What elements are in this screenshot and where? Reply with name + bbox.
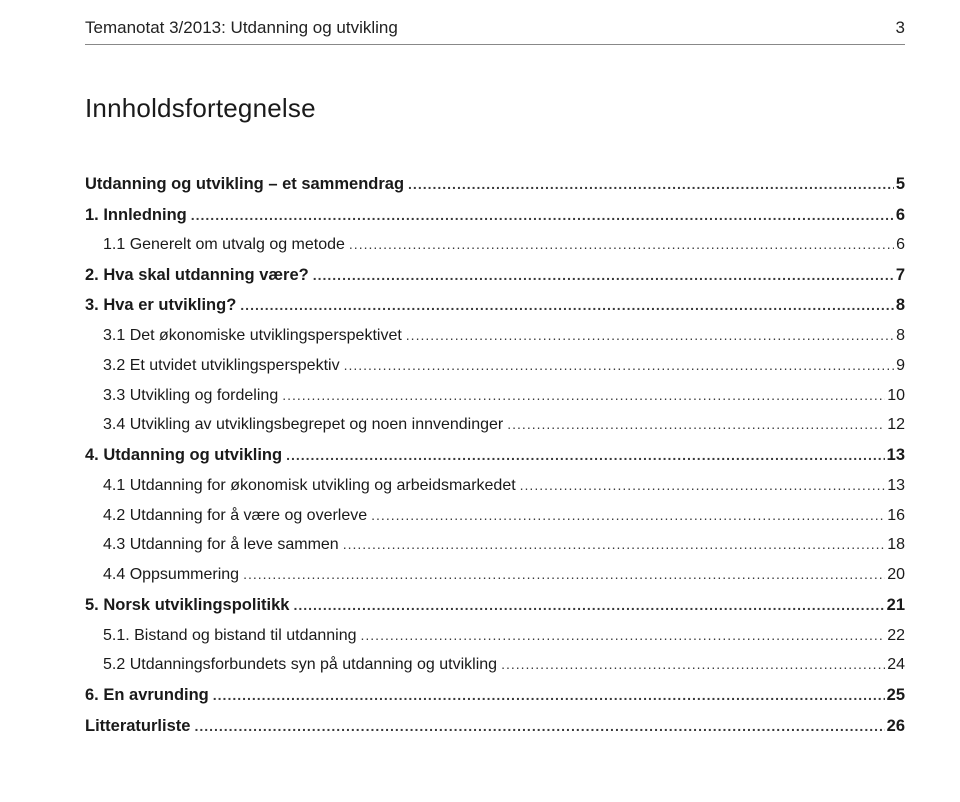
toc-leader-dots: ........................................… — [404, 174, 894, 196]
toc-entry-label: 2. Hva skal utdanning være? — [85, 263, 309, 289]
toc-heading: Innholdsfortegnelse — [85, 93, 905, 124]
toc-entry-label: 6. En avrunding — [85, 683, 209, 709]
toc-entry-page: 13 — [885, 474, 905, 499]
toc-entry-label: 3.2 Et utvidet utviklingsperspektiv — [103, 354, 340, 379]
toc-leader-dots: ........................................… — [357, 625, 886, 647]
toc-row: Litteraturliste.........................… — [85, 714, 905, 740]
toc-leader-dots: ........................................… — [239, 564, 885, 586]
toc-row: 5. Norsk utviklingspolitikk.............… — [85, 593, 905, 619]
toc-row: 2. Hva skal utdanning være?.............… — [85, 263, 905, 289]
toc-leader-dots: ........................................… — [282, 445, 885, 467]
toc-row: 4. Utdanning og utvikling...............… — [85, 443, 905, 469]
toc-leader-dots: ........................................… — [187, 205, 894, 227]
header-rule — [85, 44, 905, 45]
toc-entry-label: 4.4 Oppsummering — [103, 563, 239, 588]
toc-entry-page: 21 — [885, 593, 905, 619]
toc-leader-dots: ........................................… — [309, 265, 894, 287]
toc-row: 6. En avrunding.........................… — [85, 683, 905, 709]
toc-leader-dots: ........................................… — [503, 414, 885, 436]
toc-entry-label: 5. Norsk utviklingspolitikk — [85, 593, 289, 619]
toc-entry-label: 5.2 Utdanningsforbundets syn på utdannin… — [103, 653, 497, 678]
header-page-number: 3 — [896, 18, 905, 38]
toc-entry-label: Litteraturliste — [85, 714, 190, 740]
toc-leader-dots: ........................................… — [190, 716, 884, 738]
toc-entry-label: 5.1. Bistand og bistand til utdanning — [103, 624, 357, 649]
toc-leader-dots: ........................................… — [340, 355, 895, 377]
toc-entry-page: 16 — [885, 504, 905, 529]
toc-row: 5.2 Utdanningsforbundets syn på utdannin… — [85, 653, 905, 678]
toc-entry-page: 20 — [885, 563, 905, 588]
toc-entry-label: 3.3 Utvikling og fordeling — [103, 384, 278, 409]
toc-row: 3.2 Et utvidet utviklingsperspektiv.....… — [85, 354, 905, 379]
toc-entry-page: 6 — [894, 233, 905, 258]
toc-entry-label: 1. Innledning — [85, 203, 187, 229]
toc-entry-label: 3. Hva er utvikling? — [85, 293, 236, 319]
toc-row: 3.3 Utvikling og fordeling..............… — [85, 384, 905, 409]
toc-entry-page: 5 — [894, 172, 905, 198]
document-header: Temanotat 3/2013: Utdanning og utvikling… — [85, 18, 905, 44]
toc-entry-label: 4.2 Utdanning for å være og overleve — [103, 504, 367, 529]
toc-entry-label: Utdanning og utvikling – et sammendrag — [85, 172, 404, 198]
toc-leader-dots: ........................................… — [278, 385, 885, 407]
toc-entry-label: 1.1 Generelt om utvalg og metode — [103, 233, 345, 258]
header-title: Temanotat 3/2013: Utdanning og utvikling — [85, 18, 398, 38]
toc-row: 1. Innledning...........................… — [85, 203, 905, 229]
toc-entry-page: 18 — [885, 533, 905, 558]
toc-entry-page: 12 — [885, 413, 905, 438]
toc-entry-page: 9 — [894, 354, 905, 379]
toc-entry-label: 4.1 Utdanning for økonomisk utvikling og… — [103, 474, 516, 499]
toc-row: 3. Hva er utvikling?....................… — [85, 293, 905, 319]
toc-entry-page: 24 — [885, 653, 905, 678]
toc-entry-page: 13 — [885, 443, 905, 469]
toc-entry-label: 3.1 Det økonomiske utviklingsperspektive… — [103, 324, 402, 349]
toc-leader-dots: ........................................… — [497, 654, 885, 676]
toc-row: 1.1 Generelt om utvalg og metode........… — [85, 233, 905, 258]
toc-row: 4.4 Oppsummering........................… — [85, 563, 905, 588]
toc-leader-dots: ........................................… — [367, 505, 885, 527]
toc-entry-label: 4.3 Utdanning for å leve sammen — [103, 533, 339, 558]
toc-entry-page: 7 — [894, 263, 905, 289]
toc-row: 4.3 Utdanning for å leve sammen.........… — [85, 533, 905, 558]
toc-entry-page: 6 — [894, 203, 905, 229]
toc-row: Utdanning og utvikling – et sammendrag..… — [85, 172, 905, 198]
toc-leader-dots: ........................................… — [209, 685, 885, 707]
toc-entry-page: 8 — [894, 324, 905, 349]
toc-entry-page: 22 — [885, 624, 905, 649]
toc-entry-page: 8 — [894, 293, 905, 319]
toc-entry-page: 10 — [885, 384, 905, 409]
toc-row: 5.1. Bistand og bistand til utdanning...… — [85, 624, 905, 649]
toc-leader-dots: ........................................… — [339, 534, 886, 556]
table-of-contents: Utdanning og utvikling – et sammendrag..… — [85, 172, 905, 739]
toc-leader-dots: ........................................… — [289, 595, 884, 617]
toc-row: 4.1 Utdanning for økonomisk utvikling og… — [85, 474, 905, 499]
toc-entry-label: 4. Utdanning og utvikling — [85, 443, 282, 469]
toc-entry-label: 3.4 Utvikling av utviklingsbegrepet og n… — [103, 413, 503, 438]
toc-leader-dots: ........................................… — [516, 475, 886, 497]
toc-row: 3.4 Utvikling av utviklingsbegrepet og n… — [85, 413, 905, 438]
toc-leader-dots: ........................................… — [345, 234, 894, 256]
toc-row: 4.2 Utdanning for å være og overleve....… — [85, 504, 905, 529]
toc-row: 3.1 Det økonomiske utviklingsperspektive… — [85, 324, 905, 349]
toc-leader-dots: ........................................… — [402, 325, 894, 347]
toc-entry-page: 25 — [885, 683, 905, 709]
toc-leader-dots: ........................................… — [236, 295, 894, 317]
toc-entry-page: 26 — [885, 714, 905, 740]
